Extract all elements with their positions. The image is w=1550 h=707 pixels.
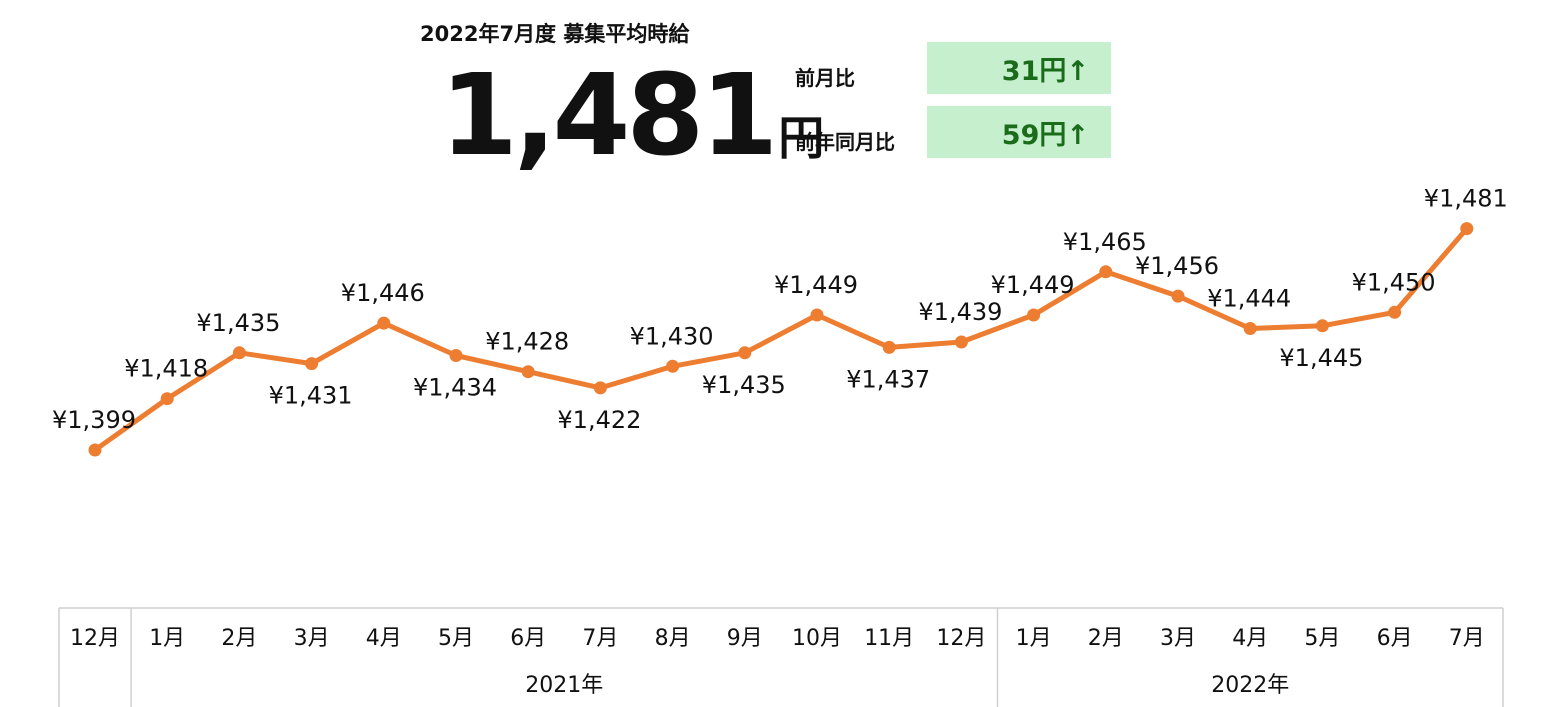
mom-label: 前月比	[795, 66, 855, 90]
data-label: ¥1,430	[630, 322, 714, 350]
x-tick-label: 6月	[510, 626, 546, 651]
x-tick-label: 12月	[936, 626, 986, 651]
data-point	[160, 392, 174, 406]
x-tick-label: 5月	[438, 626, 474, 651]
data-label: ¥1,481	[1424, 185, 1508, 213]
data-label: ¥1,439	[918, 298, 1002, 326]
data-label: ¥1,445	[1279, 344, 1363, 372]
data-point	[810, 308, 824, 322]
data-point	[738, 346, 752, 360]
x-tick-label: 4月	[366, 626, 402, 651]
data-point	[1315, 319, 1329, 333]
year-group-label: 2022年	[1211, 673, 1289, 698]
x-tick-label: 1月	[1016, 626, 1052, 651]
data-point	[666, 359, 680, 373]
data-point	[1099, 265, 1113, 279]
data-label: ¥1,431	[269, 382, 353, 410]
data-point	[1171, 289, 1185, 303]
data-label: ¥1,435	[196, 309, 280, 337]
data-label: ¥1,456	[1135, 252, 1219, 280]
data-label: ¥1,437	[846, 365, 930, 393]
x-tick-label: 2月	[221, 626, 257, 651]
average-wage-unit: 円	[778, 111, 825, 165]
data-point	[449, 349, 463, 362]
yoy-value-badge: 59円↑	[927, 106, 1111, 158]
mom-value-badge: 31円↑	[927, 42, 1111, 94]
data-label: ¥1,399	[52, 406, 136, 434]
x-tick-label: 3月	[1160, 626, 1196, 651]
chart-title: 2022年7月度 募集平均時給	[420, 22, 690, 46]
x-tick-label: 10月	[792, 626, 842, 651]
data-point	[232, 346, 246, 360]
data-label: ¥1,422	[557, 406, 641, 434]
yoy-label: 前年同月比	[795, 130, 895, 154]
data-label: ¥1,449	[774, 271, 858, 299]
data-point	[521, 365, 535, 379]
data-label: ¥1,434	[413, 374, 497, 402]
x-tick-label: 8月	[655, 626, 691, 651]
x-tick-label: 4月	[1232, 626, 1268, 651]
data-point	[882, 340, 896, 354]
data-point	[88, 443, 102, 457]
x-tick-label: 6月	[1377, 626, 1413, 651]
data-label: ¥1,450	[1352, 268, 1436, 296]
year-group-label: 2021年	[525, 673, 603, 698]
data-point	[1243, 322, 1257, 335]
x-tick-label: 9月	[727, 626, 763, 651]
series-line	[92, 226, 1470, 453]
x-tick-label: 2月	[1088, 626, 1124, 651]
data-label: ¥1,465	[1063, 228, 1147, 256]
data-label: ¥1,444	[1207, 285, 1291, 313]
x-tick-label: 1月	[149, 626, 185, 651]
data-label: ¥1,449	[991, 271, 1075, 299]
x-tick-label: 3月	[294, 626, 330, 651]
data-point	[305, 357, 319, 371]
data-label: ¥1,446	[341, 279, 425, 307]
data-point	[593, 381, 607, 395]
x-tick-label: 7月	[1449, 626, 1485, 651]
x-tick-label: 7月	[582, 626, 618, 651]
average-wage-value: 1,481	[440, 51, 778, 181]
data-label: ¥1,435	[702, 371, 786, 399]
x-tick-label: 11月	[864, 626, 914, 651]
x-tick-label: 5月	[1304, 626, 1340, 651]
data-point	[1388, 305, 1402, 319]
data-point	[954, 335, 968, 349]
data-point	[377, 316, 391, 330]
x-tick-label: 12月	[70, 626, 120, 651]
data-label: ¥1,418	[124, 355, 208, 383]
average-wage: 1,481円	[440, 60, 824, 172]
data-point	[1460, 222, 1474, 236]
data-point	[1027, 308, 1041, 322]
data-label: ¥1,428	[485, 328, 569, 356]
